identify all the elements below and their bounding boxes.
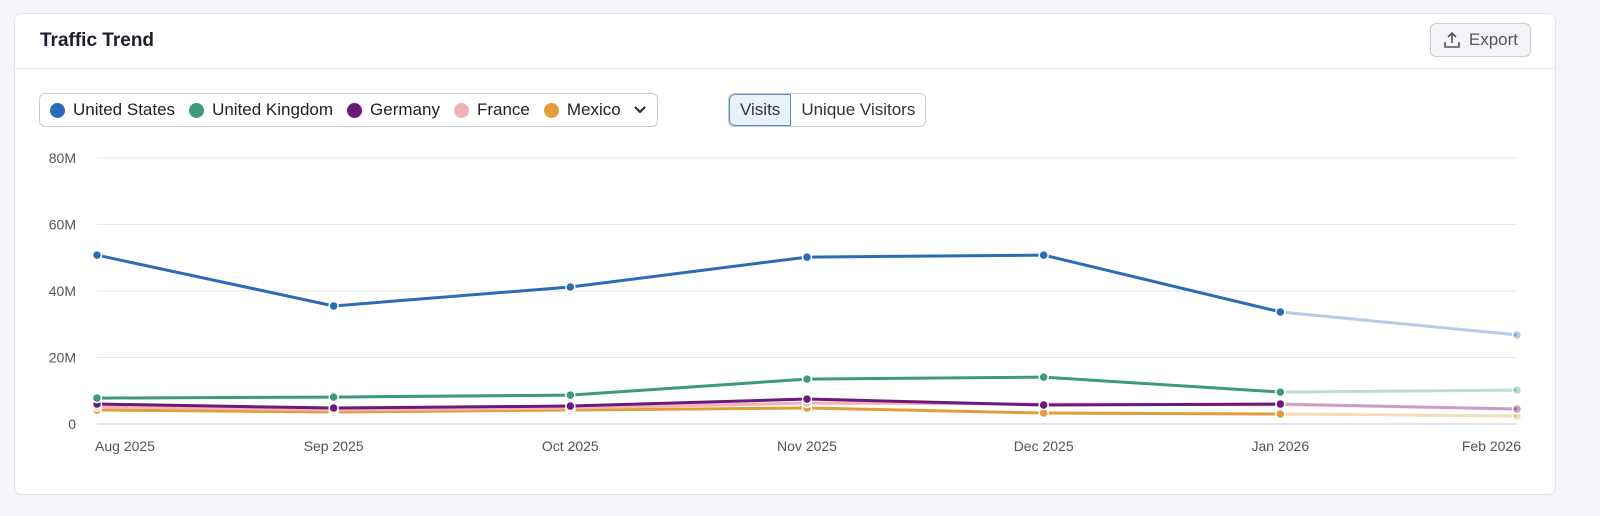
data-point [328,391,339,403]
series-line-projected [1280,403,1518,411]
y-tick-label: 80M [49,150,76,166]
data-point [1038,249,1049,261]
data-point [1511,384,1523,396]
upload-icon [1444,31,1460,48]
visits-tab[interactable]: Visits [729,94,792,126]
metric-toggle[interactable]: Visits Unique Visitors [728,93,927,127]
x-tick-label: Dec 2025 [1014,438,1074,454]
series-line [96,397,1281,410]
export-button[interactable]: Export [1429,23,1531,57]
legend-item-united-states[interactable]: United States [50,100,175,120]
dot-icon [453,102,469,118]
x-tick-label: Nov 2025 [777,438,837,454]
series-line-projected [1280,402,1518,411]
data-point [1038,371,1049,383]
data-point [1275,306,1286,318]
data-point [1275,398,1286,410]
unique-visitors-tab[interactable]: Unique Visitors [801,100,916,119]
data-point [565,389,576,401]
data-point [1038,399,1049,411]
legend-item-united-kingdom[interactable]: United Kingdom [189,100,333,120]
legend-item-germany[interactable]: Germany [347,100,440,120]
card-title: Traffic Trend [40,30,155,51]
data-point [328,300,339,312]
legend-label: Germany [370,100,440,119]
data-point [801,393,813,405]
data-point [1511,329,1523,341]
y-tick-label: 40M [49,283,76,299]
data-point [565,281,576,293]
data-point [91,392,103,404]
y-tick-label: 60M [49,217,76,233]
legend-label: United States [73,100,176,119]
dot-icon [50,102,65,118]
x-tick-label: Oct 2025 [542,438,599,454]
card-header: Traffic Trend Export [15,14,1555,69]
x-tick-label: Sep 2025 [304,438,364,454]
export-label: Export [1468,30,1518,49]
legend-label: Mexico [566,100,621,119]
dot-icon [347,102,363,118]
series-line-projected [1280,412,1518,418]
series-line [96,406,1281,416]
series-line-projected [1280,310,1518,337]
data-point [801,373,813,385]
x-tick-label: Feb 2026 [1462,438,1521,454]
y-tick-label: 20M [49,350,76,366]
legend-label: United Kingdom [212,100,334,119]
country-legend[interactable]: United States United Kingdom Germany Fra… [39,93,658,127]
data-point [1275,408,1286,420]
legend-item-france[interactable]: France [453,100,530,120]
data-point [565,400,576,412]
x-tick-label: Jan 2026 [1252,438,1310,454]
series-line [96,253,1281,314]
series-line [96,375,1281,400]
legend-label: France [476,100,530,119]
y-tick-label: 0 [68,416,76,432]
data-point [328,402,339,414]
data-point [801,251,813,263]
data-point [1511,403,1523,415]
chevron-down-icon[interactable] [633,105,647,115]
dot-icon [543,102,559,118]
legend-item-mexico[interactable]: Mexico [543,100,647,120]
data-point [1275,386,1286,398]
series-line-projected [1280,388,1518,394]
data-point [91,249,103,261]
dot-icon [189,102,205,118]
x-tick-label: Aug 2025 [95,438,155,454]
